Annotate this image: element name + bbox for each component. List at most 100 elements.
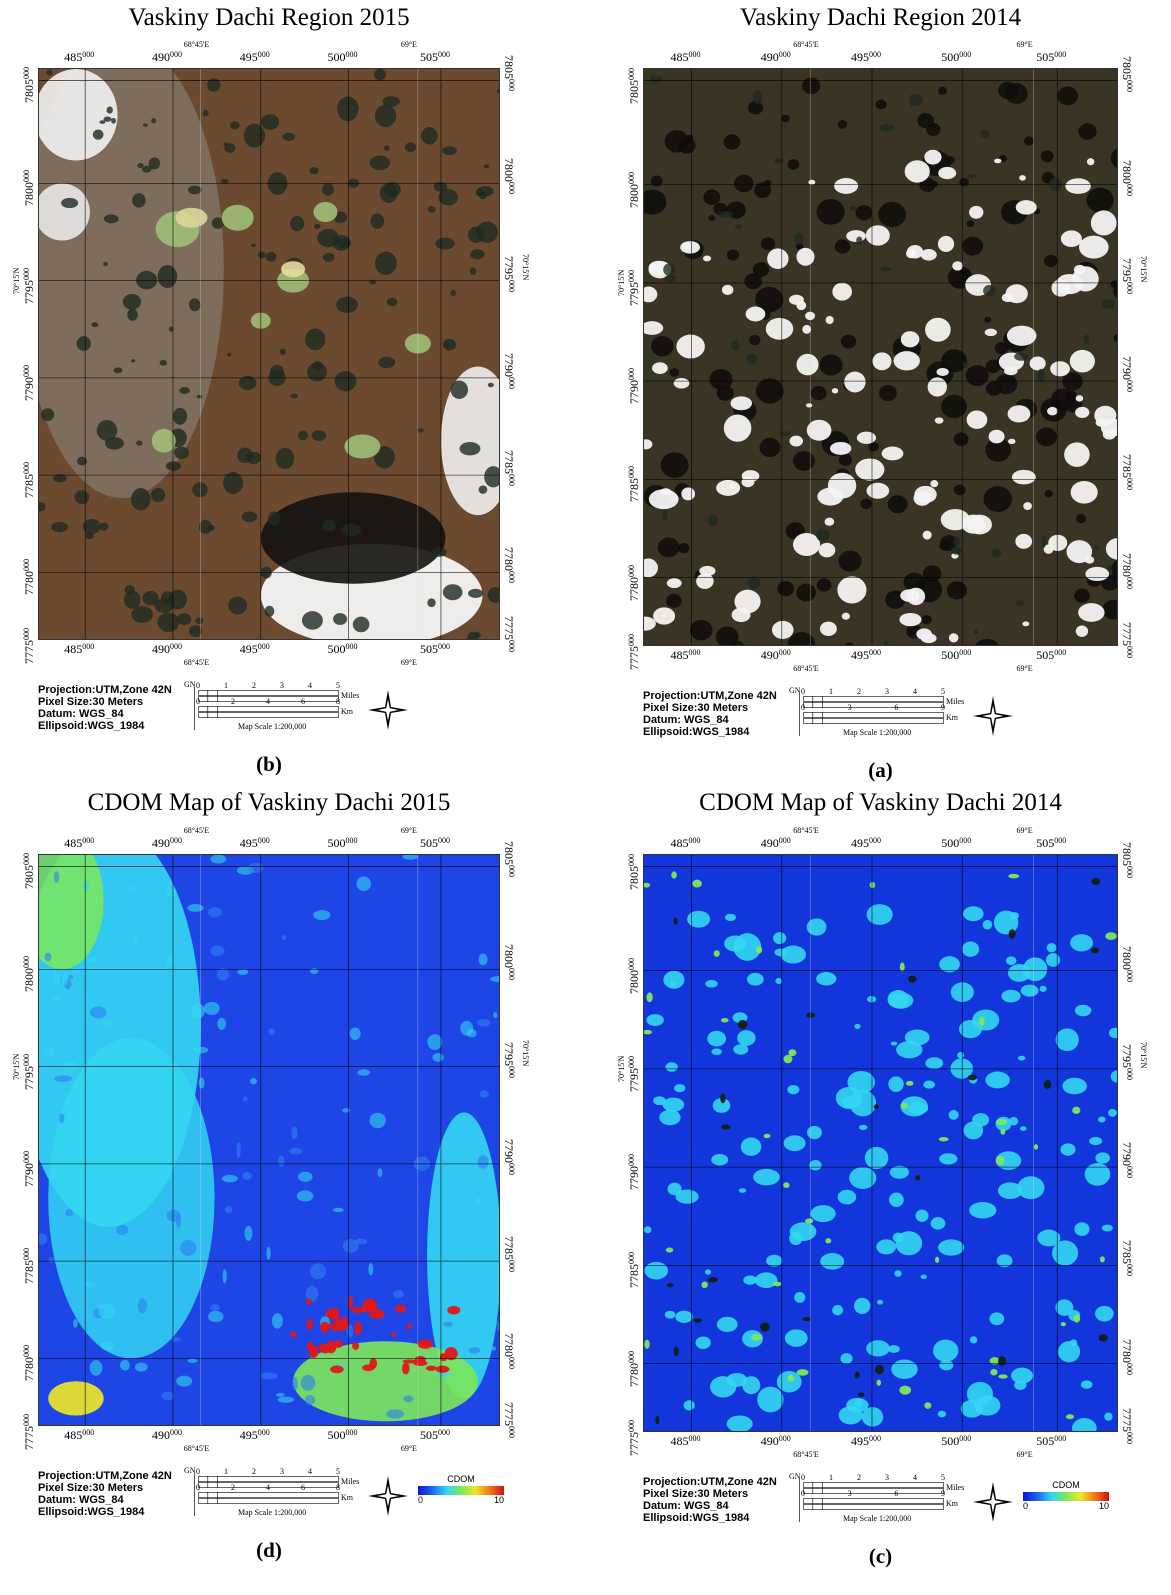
easting-label: 485000 [64, 642, 95, 656]
easting-label: 485000 [670, 836, 701, 850]
easting-label: 495000 [239, 1428, 270, 1442]
lake [374, 446, 395, 469]
cdom-region [1046, 942, 1057, 953]
northing-label: 7775000 [1120, 622, 1134, 658]
cloud-patch [900, 331, 920, 348]
scale-unit: Km [341, 1493, 353, 1502]
cdom-speck [938, 1136, 949, 1142]
easting-label: 485000 [670, 1434, 701, 1448]
lake [198, 519, 212, 534]
lake [731, 340, 740, 351]
cloud-patch [652, 362, 668, 374]
map-panel: Vaskiny Dachi Region 2014 485000 490000 495… [585, 0, 1170, 785]
cdom-region [1045, 953, 1061, 967]
cloud-shadow [755, 286, 784, 313]
cdom-speck [357, 1069, 371, 1076]
cloud-shadow [666, 593, 682, 608]
northing-label: 7790000 [627, 1154, 641, 1191]
cdom-speck [900, 1102, 908, 1109]
lake [707, 514, 718, 527]
cdom-speck [313, 910, 331, 921]
northing-label: 7790000 [22, 364, 36, 401]
cdom-speck [298, 1171, 313, 1182]
cdom-region [939, 1360, 954, 1371]
northing-label: 7785000 [627, 466, 641, 503]
scale-tick-label: 0 [801, 687, 805, 696]
cloud-patch [806, 419, 832, 441]
cdom-speck [802, 1316, 811, 1322]
northing-label: 7785000 [1120, 1240, 1134, 1277]
lake [302, 611, 323, 630]
cloud-patch [1015, 533, 1033, 549]
cdom-region [757, 1386, 784, 1413]
cloud-shadow [875, 99, 887, 110]
cloud-patch [1006, 325, 1037, 346]
cdom-speck [720, 1018, 729, 1023]
cdom-region [665, 1062, 678, 1072]
map-raster [644, 855, 1117, 1431]
cloud-patch [1090, 210, 1117, 236]
cdom-region [675, 1189, 699, 1204]
cloud-patch [872, 352, 892, 371]
lake [487, 587, 499, 603]
cdom-speck [377, 1168, 383, 1178]
lake [267, 511, 281, 526]
cdom-speck [978, 1016, 985, 1027]
cloud-shadow [726, 249, 740, 261]
lake [257, 251, 266, 259]
scale-tick-label: 4 [266, 697, 270, 706]
cdom-region [746, 972, 764, 986]
scale-bar-miles [198, 690, 339, 696]
cdom-speck [751, 1333, 762, 1341]
cdom-region [664, 1310, 676, 1319]
northing-label: 7775000 [502, 616, 516, 652]
scale-tick-label: 3 [847, 1489, 852, 1498]
map-raster [39, 855, 499, 1425]
cdom-region [776, 1371, 802, 1393]
cdom-region [876, 1299, 884, 1305]
lake [467, 631, 479, 639]
cdom-region [1055, 1028, 1079, 1052]
cdom-speck [763, 1133, 771, 1139]
cdom-speck [208, 1310, 224, 1323]
easting-label: 500000 [327, 1428, 358, 1442]
cdom-speck [805, 1218, 814, 1224]
cdom-high [305, 1298, 312, 1305]
cloud-shadow [708, 215, 716, 222]
lake [476, 221, 499, 243]
cdom-region [809, 1159, 822, 1171]
lake [241, 511, 258, 523]
cdom-region [887, 1345, 900, 1353]
cloud-patch [699, 565, 716, 576]
cloud-patch [1050, 361, 1070, 377]
cdom-high [352, 1342, 360, 1350]
cdom-speck [787, 1374, 795, 1382]
cdom-speck [180, 1239, 197, 1256]
cdom-speck [825, 1238, 832, 1244]
cdom-high [391, 1331, 396, 1337]
cloud-patch [1001, 293, 1015, 303]
scale-unit: Km [341, 707, 353, 716]
northing-label: 7795000 [627, 269, 641, 306]
lake [142, 165, 152, 173]
cloud-shadow [1051, 388, 1076, 411]
lake [290, 215, 305, 232]
cdom-speck [292, 1377, 298, 1391]
northing-label: 7785000 [1120, 454, 1134, 491]
cdom-speck [491, 1346, 496, 1351]
longitude-label: 68°45'E [793, 1450, 819, 1459]
cdom-speck [673, 1346, 679, 1357]
cdom-speck [644, 1029, 653, 1035]
lake [484, 466, 499, 488]
lake [322, 183, 334, 196]
northing-label: 7805000 [502, 841, 516, 878]
scale-text: Map Scale 1:200,000 [843, 728, 912, 737]
cdom-region [972, 1009, 1000, 1031]
lake [103, 261, 108, 267]
cloud-patch [1066, 540, 1093, 564]
easting-label: 495000 [239, 50, 270, 64]
cloud-patch [948, 633, 959, 643]
cloud-patch [905, 248, 917, 259]
lake [179, 387, 190, 395]
cdom-speck [737, 1019, 748, 1030]
